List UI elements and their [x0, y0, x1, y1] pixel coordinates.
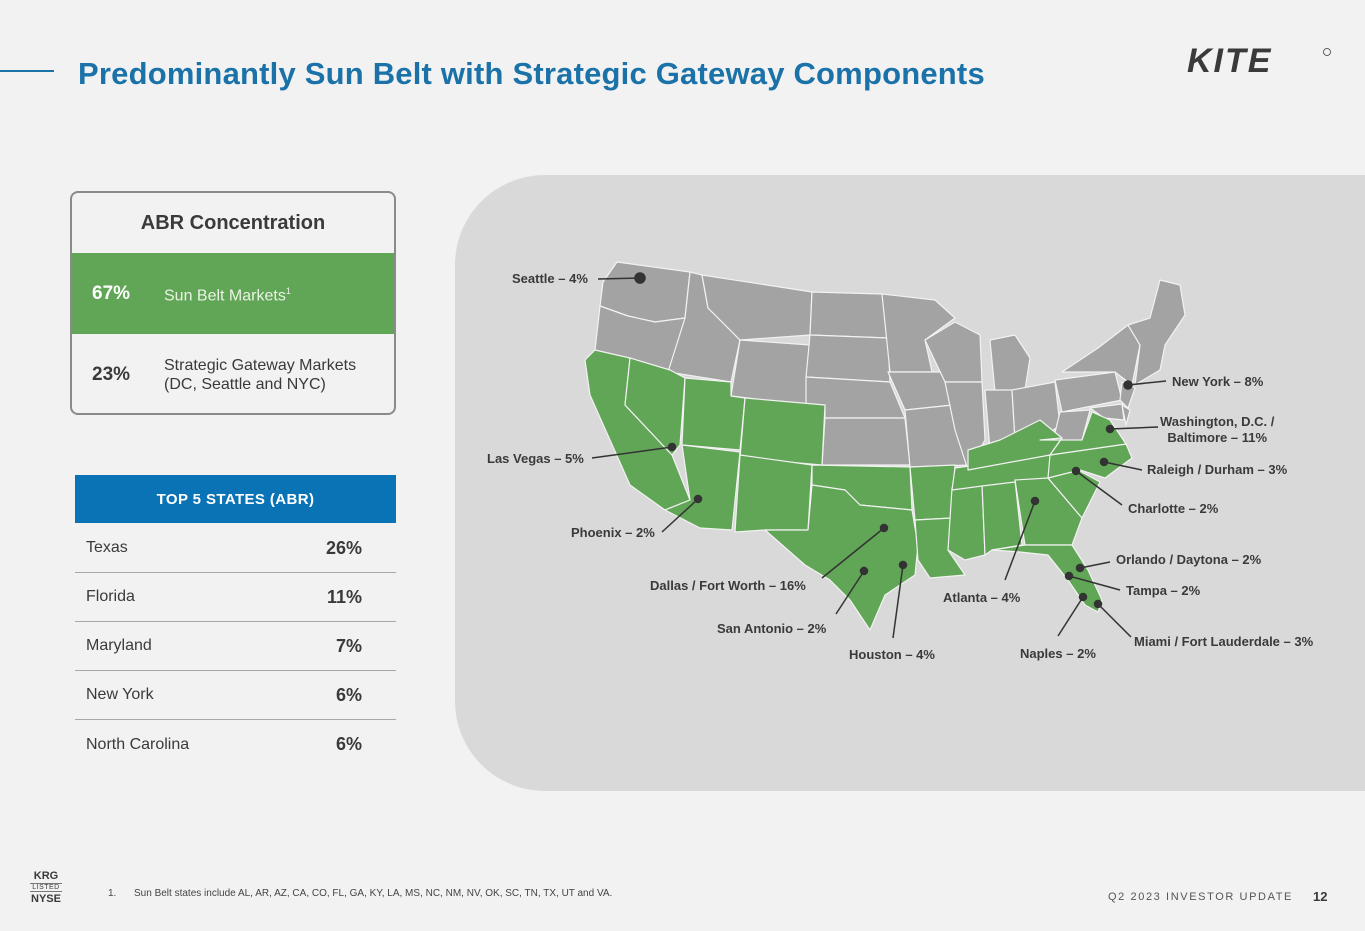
state-value: 6% — [335, 684, 362, 705]
footnote-text: Sun Belt states include AL, AR, AZ, CA, … — [134, 888, 613, 899]
state-value: 11% — [326, 586, 362, 607]
market-label-washington: Washington, D.C. / Baltimore – 11% — [1160, 414, 1275, 445]
ticker: KRG — [33, 870, 59, 882]
map-panel — [455, 175, 1365, 791]
market-label-tampa: Tampa – 2% — [1126, 583, 1201, 598]
state-name: Florida — [86, 588, 135, 605]
state-name: Maryland — [86, 637, 152, 654]
market-label-miami: Miami / Fort Lauderdale – 3% — [1134, 634, 1314, 649]
kite-logo: KITE — [1187, 42, 1331, 78]
table-row: New York 6% — [75, 671, 396, 720]
abr-title: ABR Concentration — [140, 211, 326, 234]
state-name: New York — [86, 686, 154, 703]
market-label-new-york: New York – 8% — [1172, 374, 1264, 389]
footnote-marker: 1 — [285, 285, 291, 296]
abr-row-sunbelt: 67% Sun Belt Markets1 — [72, 253, 394, 334]
state-name: North Carolina — [86, 735, 190, 753]
market-label-phoenix: Phoenix – 2% — [571, 525, 655, 540]
market-label-orlando: Orlando / Daytona – 2% — [1116, 552, 1262, 567]
market-label-seattle: Seattle – 4% — [512, 271, 588, 286]
top5-header: TOP 5 STATES (ABR) — [75, 475, 396, 523]
abr-concentration-card: ABR Concentration 67% Sun Belt Markets1 … — [70, 191, 396, 415]
table-row: Maryland 7% — [75, 622, 396, 671]
title-rule — [0, 70, 54, 72]
abr-pct: 23% — [92, 363, 131, 385]
page-title: Predominantly Sun Belt with Strategic Ga… — [78, 56, 985, 91]
nyse-listed-badge: KRG LISTED NYSE — [30, 870, 62, 905]
market-label-dallas: Dallas / Fort Worth – 16% — [650, 578, 806, 593]
abr-row-gateway: 23% Strategic Gateway Markets (DC, Seatt… — [72, 334, 394, 413]
abr-pct: 67% — [92, 282, 131, 304]
market-label-charlotte: Charlotte – 2% — [1128, 501, 1219, 516]
state-value: 26% — [325, 537, 362, 558]
state-value: 6% — [335, 734, 362, 754]
footnote-number: 1. — [108, 888, 117, 899]
table-row: Florida 11% — [75, 573, 396, 622]
investor-update-label: Q2 2023 INVESTOR UPDATE — [1108, 891, 1293, 903]
logo-text: KITE — [1187, 42, 1272, 78]
state-value: 7% — [335, 635, 362, 656]
abr-label: Strategic Gateway Markets (DC, Seattle a… — [164, 356, 357, 393]
market-label-atlanta: Atlanta – 4% — [943, 590, 1021, 605]
market-label-naples: Naples – 2% — [1020, 646, 1096, 661]
exchange: NYSE — [31, 893, 61, 905]
state-name: Texas — [86, 539, 128, 556]
market-label-raleigh: Raleigh / Durham – 3% — [1147, 462, 1288, 477]
page-number: 12 — [1313, 889, 1328, 904]
table-row: North Carolina 6% — [75, 720, 396, 769]
market-label-houston: Houston – 4% — [849, 647, 935, 662]
table-row: Texas 26% — [75, 524, 396, 573]
top5-table: Texas 26% Florida 11% Maryland 7% New York 6… — [75, 524, 396, 769]
market-label-san-antonio: San Antonio – 2% — [717, 621, 827, 636]
footnote: 1. Sun Belt states include AL, AR, AZ, CA… — [108, 888, 612, 899]
market-label-las-vegas: Las Vegas – 5% — [487, 451, 584, 466]
abr-label: Sun Belt Markets1 — [164, 285, 291, 305]
listed-text: LISTED — [30, 883, 62, 892]
